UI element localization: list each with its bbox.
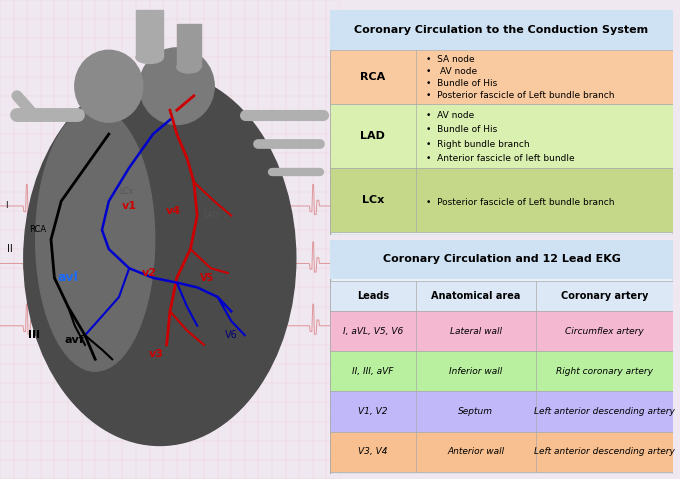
- Text: LCx: LCx: [362, 195, 384, 205]
- Text: Leads: Leads: [357, 291, 389, 301]
- Text: v1: v1: [122, 201, 137, 211]
- Bar: [330, 391, 673, 432]
- Text: Anterior wall: Anterior wall: [447, 447, 505, 456]
- Text: Left anterior descending artery: Left anterior descending artery: [534, 407, 675, 416]
- Text: Coronary Circulation to the Conduction System: Coronary Circulation to the Conduction S…: [354, 25, 649, 35]
- Ellipse shape: [139, 48, 214, 125]
- Ellipse shape: [136, 52, 163, 64]
- Bar: [330, 240, 673, 279]
- Bar: [330, 311, 673, 351]
- Text: Lateral wall: Lateral wall: [449, 327, 502, 336]
- Text: II, III, aVF: II, III, aVF: [352, 367, 394, 376]
- Text: avl: avl: [58, 271, 78, 285]
- Text: V5: V5: [201, 273, 214, 283]
- Bar: [330, 50, 673, 104]
- Text: •  Bundle of His: • Bundle of His: [426, 79, 497, 88]
- Text: •  Right bundle branch: • Right bundle branch: [426, 139, 530, 148]
- Ellipse shape: [24, 72, 296, 445]
- Text: v4: v4: [166, 206, 181, 216]
- Text: avf: avf: [65, 335, 85, 345]
- Text: RCA: RCA: [360, 72, 386, 82]
- Text: •  Anterior fascicle of left bundle: • Anterior fascicle of left bundle: [426, 154, 575, 163]
- Text: •  Posterior fascicle of Left bundle branch: • Posterior fascicle of Left bundle bran…: [426, 91, 615, 100]
- Text: LAD: LAD: [360, 131, 385, 141]
- Ellipse shape: [36, 108, 154, 371]
- Text: LAD: LAD: [203, 211, 218, 220]
- Bar: [330, 104, 673, 168]
- Text: II: II: [7, 244, 13, 254]
- Text: III: III: [28, 331, 40, 340]
- Text: Circumflex artery: Circumflex artery: [565, 327, 644, 336]
- Text: •   AV node: • AV node: [426, 67, 477, 76]
- Text: V3, V4: V3, V4: [358, 447, 388, 456]
- Text: Septum: Septum: [458, 407, 493, 416]
- Text: •  AV node: • AV node: [426, 111, 474, 120]
- Text: V6: V6: [225, 331, 237, 340]
- Text: V1, V2: V1, V2: [358, 407, 388, 416]
- Bar: [136, 10, 163, 57]
- Text: Coronary Circulation and 12 Lead EKG: Coronary Circulation and 12 Lead EKG: [383, 254, 620, 264]
- Text: LCx: LCx: [119, 187, 133, 196]
- Text: Coronary artery: Coronary artery: [561, 291, 648, 301]
- Text: I: I: [5, 202, 8, 210]
- Text: Left anterior descending artery: Left anterior descending artery: [534, 447, 675, 456]
- Text: •  SA node: • SA node: [426, 55, 475, 64]
- Ellipse shape: [177, 61, 201, 73]
- Text: Anatomical area: Anatomical area: [431, 291, 520, 301]
- Text: v2: v2: [142, 268, 157, 278]
- Text: Inferior wall: Inferior wall: [449, 367, 503, 376]
- Text: RCA: RCA: [29, 226, 46, 234]
- Bar: [330, 281, 673, 311]
- Text: •  Bundle of His: • Bundle of His: [426, 125, 497, 134]
- Bar: [330, 168, 673, 232]
- Text: v3: v3: [149, 350, 164, 359]
- Bar: [330, 432, 673, 472]
- Bar: [177, 24, 201, 67]
- Text: Right coronary artery: Right coronary artery: [556, 367, 653, 376]
- Text: I, aVL, V5, V6: I, aVL, V5, V6: [343, 327, 403, 336]
- Text: •  Posterior fascicle of Left bundle branch: • Posterior fascicle of Left bundle bran…: [426, 198, 615, 207]
- Bar: [330, 10, 673, 50]
- Ellipse shape: [75, 50, 143, 122]
- Bar: [330, 351, 673, 391]
